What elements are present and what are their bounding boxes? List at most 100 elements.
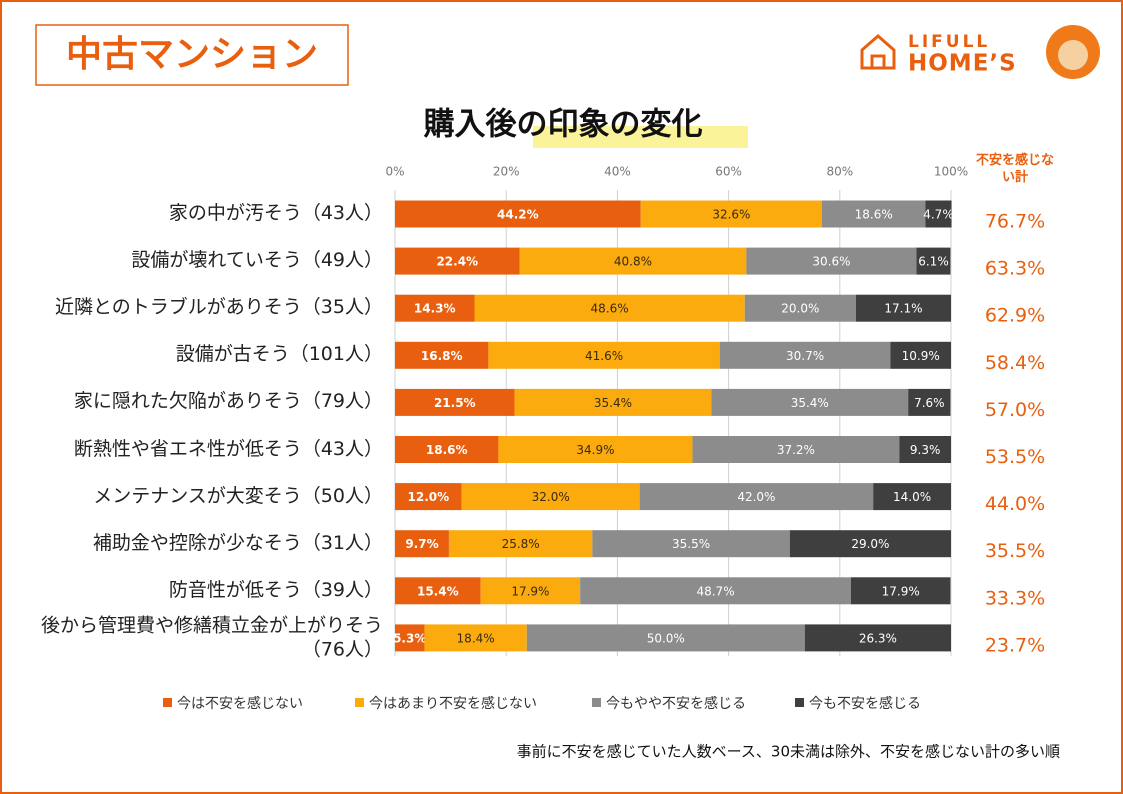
total-label: 63.3% bbox=[985, 258, 1045, 280]
total-label: 35.5% bbox=[985, 540, 1045, 562]
totals-title: 不安を感じない計 bbox=[975, 153, 1054, 185]
value-label: 44.2% bbox=[497, 208, 539, 222]
bar-segment bbox=[448, 530, 593, 558]
value-label: 40.8% bbox=[614, 255, 652, 269]
bar-segment bbox=[519, 247, 747, 275]
value-label: 17.9% bbox=[882, 584, 920, 598]
bar-segment bbox=[890, 341, 951, 369]
value-label: 50.0% bbox=[647, 631, 685, 645]
bar-segment bbox=[850, 577, 951, 605]
bar-segment bbox=[916, 247, 951, 275]
note: 事前に不安を感じていた人数ベース、30未満は除外、不安を感じない計の多い順 bbox=[517, 743, 1060, 761]
bar-segment bbox=[395, 577, 481, 605]
value-label: 18.6% bbox=[855, 208, 893, 222]
bar-segment bbox=[855, 294, 951, 322]
bar-segment bbox=[639, 483, 874, 511]
bar-segment bbox=[711, 388, 909, 416]
bar-segment bbox=[925, 200, 952, 228]
bar-segment bbox=[480, 577, 581, 605]
x-tick-label: 0% bbox=[385, 165, 404, 179]
x-tick-label: 20% bbox=[493, 165, 520, 179]
legend-label: 今も不安を感じる bbox=[809, 695, 921, 712]
value-label: 14.0% bbox=[893, 490, 931, 504]
value-label: 15.4% bbox=[417, 584, 459, 598]
badge-box bbox=[35, 24, 349, 86]
value-label: 41.6% bbox=[585, 349, 623, 363]
bar-segment bbox=[395, 294, 475, 322]
bar-segment bbox=[498, 436, 693, 463]
bar-segment bbox=[640, 200, 823, 228]
total-label: 44.0% bbox=[985, 493, 1045, 515]
bar-segment bbox=[804, 624, 951, 652]
category-label: 設備が壊れていそう（49人） bbox=[131, 249, 383, 272]
bar-segment bbox=[514, 388, 712, 416]
value-label: 14.3% bbox=[414, 302, 456, 316]
logo-line1: LIFULL bbox=[908, 32, 990, 52]
bar-segment bbox=[488, 341, 720, 369]
logo-icon bbox=[860, 34, 896, 70]
value-label: 5.3% bbox=[393, 631, 426, 645]
badge: 中古マンション bbox=[66, 34, 318, 75]
bar-segment bbox=[692, 436, 900, 463]
category-label: 設備が古そう（101人） bbox=[175, 343, 383, 366]
legend-swatch bbox=[355, 698, 364, 707]
value-label: 26.3% bbox=[859, 631, 897, 645]
bar-segment bbox=[719, 341, 891, 369]
value-label: 32.6% bbox=[712, 208, 750, 222]
value-label: 9.3% bbox=[910, 443, 941, 457]
value-label: 6.1% bbox=[918, 255, 949, 269]
x-tick-label: 60% bbox=[715, 165, 742, 179]
bar-segment bbox=[744, 294, 856, 322]
bar-segment bbox=[592, 530, 790, 558]
category-label: 家に隠れた欠陥がありそう（79人） bbox=[73, 390, 383, 413]
value-label: 18.6% bbox=[426, 443, 468, 457]
bar-segment bbox=[395, 247, 520, 275]
bar-segment bbox=[474, 294, 745, 322]
category-label: 補助金や控除が少なそう（31人） bbox=[92, 531, 383, 554]
bar-segment bbox=[746, 247, 917, 275]
value-label: 34.9% bbox=[576, 443, 614, 457]
value-label: 22.4% bbox=[436, 255, 478, 269]
value-label: 42.0% bbox=[737, 490, 775, 504]
value-label: 29.0% bbox=[851, 537, 889, 551]
total-label: 58.4% bbox=[985, 352, 1045, 374]
value-label: 17.1% bbox=[884, 302, 922, 316]
value-label: 10.9% bbox=[902, 349, 940, 363]
bar-segment bbox=[580, 577, 851, 605]
category-label: 家の中が汚そう（43人） bbox=[168, 202, 383, 225]
total-label: 62.9% bbox=[985, 305, 1045, 327]
value-label: 20.0% bbox=[781, 302, 819, 316]
category-label: 後から管理費や修繕積立金が上がりそう（76人） bbox=[40, 614, 383, 660]
value-label: 17.9% bbox=[511, 584, 549, 598]
x-tick-label: 40% bbox=[604, 165, 631, 179]
value-label: 48.6% bbox=[591, 302, 629, 316]
bar-segment bbox=[395, 436, 499, 463]
value-label: 35.4% bbox=[791, 396, 829, 410]
value-label: 7.6% bbox=[914, 396, 945, 410]
bar-segment bbox=[395, 530, 449, 558]
bar-segment bbox=[526, 624, 805, 652]
legend-swatch bbox=[795, 698, 804, 707]
category-label: メンテナンスが大変そう（50人） bbox=[93, 484, 383, 507]
bar-segment bbox=[395, 341, 489, 369]
total-label: 57.0% bbox=[985, 399, 1045, 421]
bar-segment bbox=[395, 200, 641, 228]
bar-segment bbox=[395, 483, 462, 511]
legend-label: 今は不安を感じない bbox=[177, 695, 303, 712]
value-label: 25.8% bbox=[502, 537, 540, 551]
value-label: 30.6% bbox=[812, 255, 850, 269]
bar-segment bbox=[395, 624, 425, 652]
value-label: 4.7% bbox=[923, 208, 954, 222]
category-label: 防音性が低そう（39人） bbox=[168, 578, 383, 601]
value-label: 9.7% bbox=[405, 537, 438, 551]
value-label: 30.7% bbox=[786, 349, 824, 363]
category-label: 断熱性や省エネ性が低そう（43人） bbox=[73, 437, 383, 460]
chart-title: 購入後の印象の変化 bbox=[424, 107, 703, 143]
total-label: 53.5% bbox=[985, 446, 1045, 468]
logo-line2: HOME’S bbox=[908, 51, 1017, 77]
value-label: 12.0% bbox=[408, 490, 450, 504]
value-label: 18.4% bbox=[457, 631, 495, 645]
category-label: 近隣とのトラブルがありそう（35人） bbox=[55, 296, 383, 319]
